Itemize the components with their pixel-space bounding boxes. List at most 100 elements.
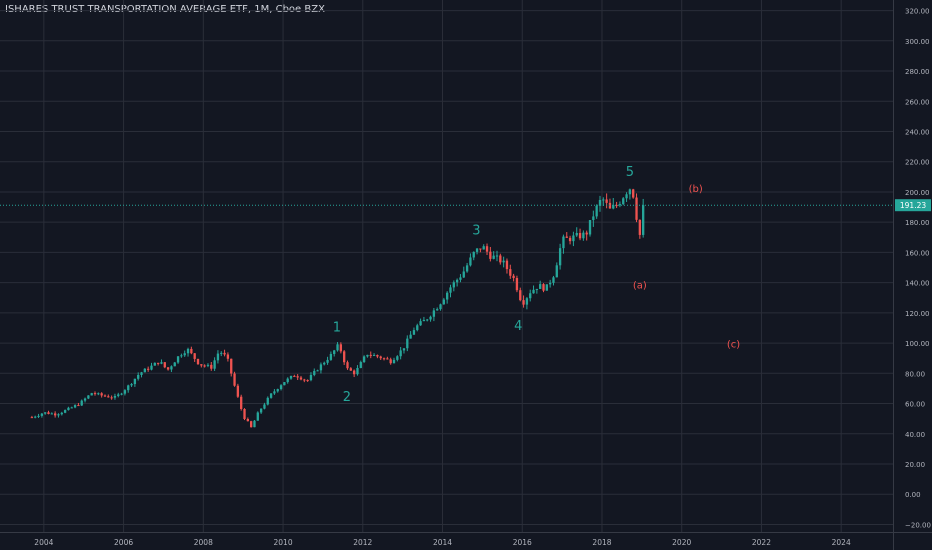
time-tick-label: 2004 [34,538,53,547]
candle-body [213,360,216,369]
candle-body [555,265,558,278]
candle-body [313,370,316,375]
candle-body [389,359,392,364]
candle-body [156,362,160,364]
candle-body [130,384,133,386]
candle-body [565,236,568,238]
candle-body [465,265,469,272]
candle-body [220,352,223,354]
candle-body [259,408,263,413]
candle-body [502,260,505,263]
candle-body [223,352,226,355]
price-tick-label: 200.00 [905,189,930,197]
price-axis[interactable]: 320.00 300.00 280.00 260.00 240.00 220.00 200.… [895,8,931,530]
candle-body [113,395,117,398]
candle-body [299,377,303,380]
candle-body [286,378,289,383]
candle-body [140,372,143,375]
candle-body [449,287,452,293]
candle-body [436,309,439,311]
price-tick-label: 80.00 [905,370,925,378]
candle-body [632,189,635,198]
candle-body [173,362,176,367]
candle-body [289,375,293,379]
candle-body [163,362,166,368]
candle-body [622,198,625,205]
candle-body [525,298,529,305]
wave-label: 3 [472,224,480,239]
time-tick-label: 2024 [832,538,851,547]
candle-body [100,393,103,396]
candle-body [44,412,47,414]
candle-body [595,205,598,217]
candle-body [568,237,572,242]
wave-label: 1 [333,320,341,335]
candle-body [196,358,200,365]
chart-title: ISHARES TRUST TRANSPORTATION AVERAGE ETF… [5,4,325,15]
candle-body [578,232,582,239]
candle-body [356,367,359,375]
candle-body [60,412,63,415]
candle-body [612,205,615,209]
time-axis[interactable]: 2004 2006 2008 2010 2012 2014 2016 2018 2020 2022… [34,538,851,547]
candle-body [90,393,93,396]
candle-body [230,358,233,374]
time-tick-label: 2014 [433,538,452,547]
candle-body [37,415,40,417]
candle-body [176,356,180,363]
candle-body [522,300,525,305]
price-tick-label: 260.00 [905,98,930,106]
price-tick-label: 300.00 [905,38,930,46]
candle-body [343,351,346,363]
candle-body [439,304,442,310]
candle-body [349,368,352,371]
candle-body [53,413,57,416]
candle-body [336,344,339,351]
candle-body [180,355,183,357]
candle-body [512,275,515,279]
candle-body [558,248,562,266]
candle-body [210,364,213,369]
candle-body [83,398,87,401]
wave-label: (c) [727,340,740,351]
candlestick-series [30,188,645,428]
candle-body [243,408,246,419]
candle-body [542,284,545,291]
candle-body [359,362,362,368]
candle-body [233,373,236,386]
candle-body [137,374,140,379]
time-tick-label: 2010 [274,538,293,547]
candle-body [249,421,253,428]
candle-body [30,417,34,419]
candle-body [190,348,193,354]
candle-body [562,236,565,249]
candle-body [253,420,256,428]
candle-body [117,394,120,396]
price-tick-label: 160.00 [905,249,930,257]
candle-body [386,358,389,360]
price-tick-label: 120.00 [905,310,930,318]
candle-body [625,194,628,199]
candle-body [269,393,273,398]
candle-body [446,292,449,300]
price-tick-label: 180.00 [905,219,930,227]
candle-body [419,321,422,326]
price-tick-label: 100.00 [905,340,930,348]
time-tick-label: 2006 [114,538,133,547]
candle-body [203,365,206,367]
candle-body [399,350,402,357]
candle-body [67,407,70,411]
candle-body [582,232,585,239]
wave-label: 5 [626,165,634,180]
wave-label: (a) [633,281,647,292]
candle-body [369,354,372,356]
candle-body [293,375,296,377]
candle-body [532,289,535,294]
candle-body [618,204,622,206]
candle-body [469,257,472,266]
candle-body [362,356,366,363]
candle-body [160,362,163,364]
candle-body [585,232,588,235]
